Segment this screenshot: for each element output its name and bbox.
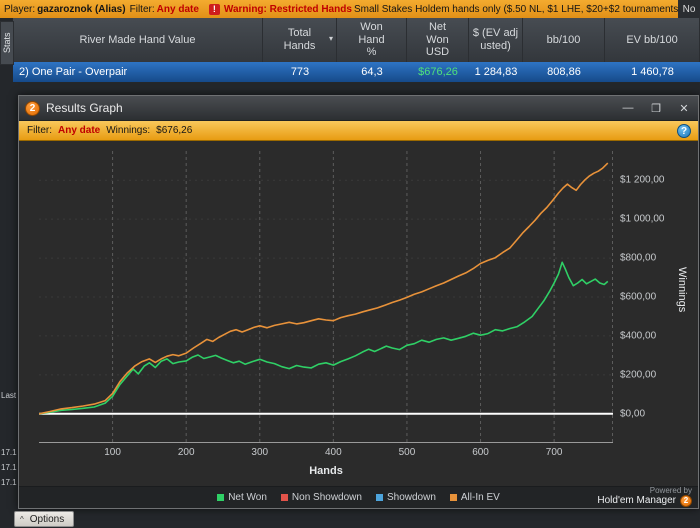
- column-header-bb100[interactable]: bb/100: [523, 18, 605, 62]
- column-header-river-made-hand-value[interactable]: River Made Hand Value: [13, 18, 263, 62]
- corner-text: No: [678, 0, 700, 18]
- cell-net-won-usd: $676,26: [418, 66, 458, 78]
- x-tick-label: 600: [472, 447, 489, 458]
- brand-logo-icon: 2: [680, 495, 692, 507]
- legend-item-all-in-ev[interactable]: All-In EV: [449, 492, 500, 503]
- legend-swatch-icon: [280, 494, 288, 501]
- x-axis-title: Hands: [309, 465, 343, 477]
- results-chart: [39, 151, 613, 443]
- chart-legend: Net Won Non Showdown Showdown All-In EV: [19, 486, 698, 508]
- y-axis-title: Winnings: [676, 267, 688, 313]
- series-net-won: [39, 261, 609, 415]
- cell-ev-adjusted: 1 284,83: [474, 66, 518, 78]
- x-tick-label: 200: [177, 447, 195, 458]
- help-button[interactable]: ?: [677, 124, 691, 138]
- minimize-button[interactable]: —: [622, 102, 634, 114]
- window-titlebar[interactable]: 2 Results Graph — ❒ ✕: [19, 96, 698, 121]
- legend-swatch-icon: [449, 494, 457, 501]
- table-row-selected[interactable]: 2) One Pair - Overpair 773 64,3 $676,26 …: [13, 62, 700, 82]
- legend-swatch-icon: [375, 494, 383, 501]
- y-tick-label: $1 000,00: [620, 213, 665, 225]
- legend-label: Net Won: [228, 492, 267, 503]
- cell-bb100: 808,86: [547, 66, 581, 78]
- close-button[interactable]: ✕: [679, 102, 689, 115]
- warning-title: Warning: Restricted Hands: [223, 3, 352, 15]
- graph-filter-bar: Filter: Any date Winnings: $676,26: [19, 121, 698, 141]
- cell-ev-bb100: 1 460,78: [631, 66, 674, 78]
- series-all-in-ev: [39, 162, 609, 415]
- options-button[interactable]: ^ Options: [14, 511, 75, 527]
- filter-value[interactable]: Any date: [156, 3, 199, 15]
- sort-arrow-icon[interactable]: ▾: [328, 34, 333, 43]
- y-tick-label: $1 200,00: [620, 174, 665, 186]
- x-tick-label: 300: [251, 447, 269, 458]
- table-header-row: River Made Hand Value Total Hands ▾ Won …: [13, 18, 700, 62]
- x-tick-label: 400: [325, 447, 342, 458]
- brand-name: Hold'em Manager: [597, 495, 676, 507]
- rail-log-item: 17.1: [1, 448, 17, 457]
- rail-log-item: 17.1: [1, 478, 17, 487]
- y-tick-label: $200,00: [620, 369, 657, 381]
- column-header-ev-bb100[interactable]: EV bb/100: [605, 18, 700, 62]
- hm2-logo-icon: 2: [25, 100, 40, 116]
- column-header-total-hands[interactable]: Total Hands ▾: [263, 18, 337, 62]
- sidebar-tab-stats[interactable]: Stats: [0, 21, 14, 65]
- winnings-value: $676,26: [156, 125, 193, 136]
- rail-log-item: 17.1: [1, 463, 17, 472]
- graph-filter-value[interactable]: Any date: [58, 125, 101, 136]
- column-header-won-hand-pct[interactable]: Won Hand %: [337, 18, 407, 62]
- legend-item-net-won[interactable]: Net Won: [217, 492, 267, 503]
- stats-table: River Made Hand Value Total Hands ▾ Won …: [13, 18, 700, 82]
- legend-label: All-In EV: [460, 492, 500, 503]
- rail-last-label: Last: [1, 391, 17, 400]
- legend-item-showdown[interactable]: Showdown: [375, 492, 436, 503]
- filter-label: Filter:: [129, 3, 155, 15]
- x-tick-label: 100: [104, 447, 121, 458]
- legend-item-non-showdown[interactable]: Non Showdown: [280, 492, 362, 503]
- y-tick-label: $0,00: [620, 408, 646, 420]
- player-label: Player:: [4, 3, 36, 15]
- column-header-ev-adjusted[interactable]: $ (EV adjusted): [469, 18, 523, 62]
- collapse-caret-icon[interactable]: ^: [20, 514, 24, 524]
- legend-label: Showdown: [386, 492, 436, 503]
- legend-label: Non Showdown: [291, 492, 362, 503]
- cell-total-hands: 773: [290, 66, 310, 78]
- winnings-label: Winnings:: [106, 125, 151, 136]
- maximize-button[interactable]: ❒: [651, 102, 661, 115]
- player-name: gazaroznok (Alias): [37, 3, 126, 15]
- powered-by-label: Powered by: [649, 485, 692, 495]
- y-tick-label: $600,00: [620, 291, 657, 303]
- warning-icon: !: [208, 3, 220, 15]
- column-header-net-won-usd[interactable]: Net Won USD: [407, 18, 469, 62]
- graph-filter-label: Filter:: [27, 125, 52, 136]
- warning-text: Small Stakes Holdem hands only ($.50 NL,…: [353, 3, 700, 15]
- cell-won-hand-pct: 64,3: [361, 66, 383, 78]
- chart-area: Hands Winnings 100 200 300 400 500 600 700 $0,0…: [19, 141, 698, 488]
- y-tick-label: $800,00: [620, 252, 657, 264]
- powered-by-block: Powered by Hold'em Manager 2: [597, 486, 692, 507]
- window-title: Results Graph: [46, 101, 123, 115]
- options-label: Options: [29, 513, 65, 525]
- legend-swatch-icon: [217, 494, 225, 501]
- results-graph-window: 2 Results Graph — ❒ ✕ Filter: Any date W…: [18, 95, 699, 509]
- x-tick-label: 500: [398, 447, 416, 458]
- x-tick-label: 700: [545, 447, 563, 458]
- y-tick-label: $400,00: [620, 330, 657, 342]
- row-label: 2) One Pair - Overpair: [19, 66, 128, 78]
- top-status-bar: Player: gazaroznok (Alias) Filter: Any d…: [0, 0, 700, 18]
